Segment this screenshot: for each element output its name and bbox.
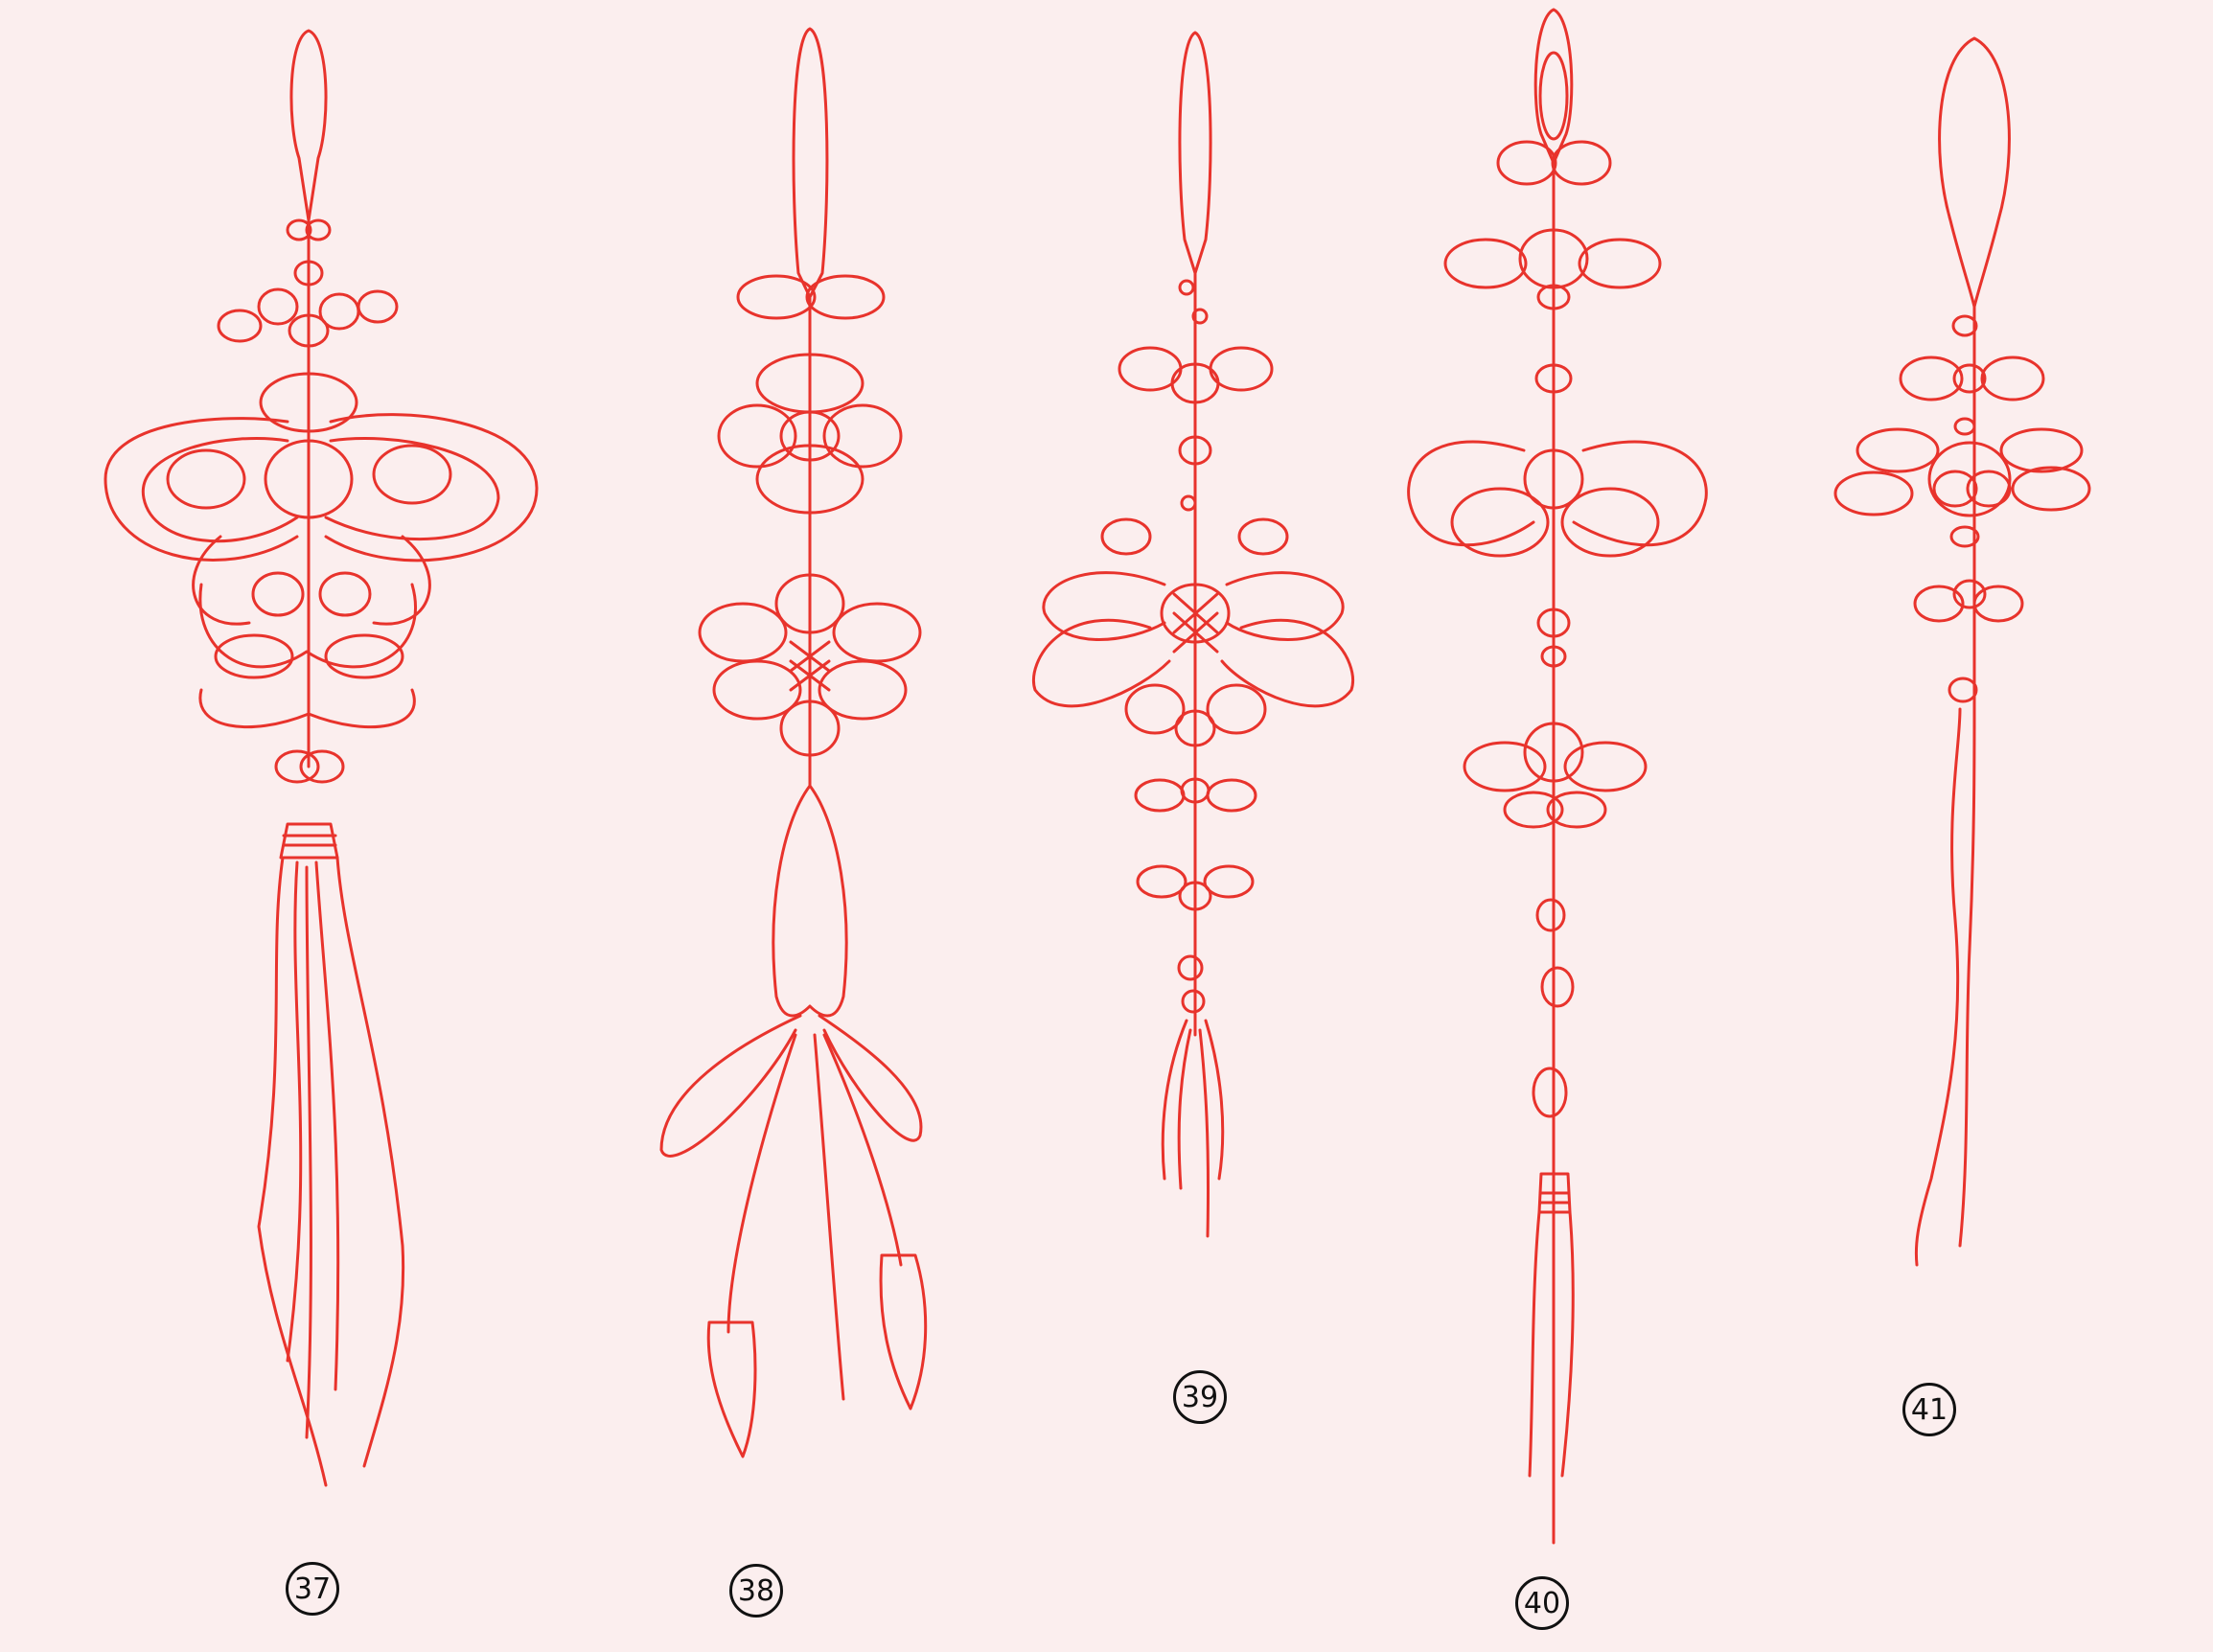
hanging-loop [289,29,328,222]
knot-sketch-39 [1032,31,1354,1238]
sketch-label-41: 41 [1902,1383,1956,1436]
butterfly-mystic-knot [1032,517,1354,747]
sketch-label-40: 40 [1515,1576,1569,1630]
pan-chang-knot [1833,427,2091,548]
hanging-loop [1938,36,2011,309]
flower-knot-upper [1118,346,1274,512]
long-loop [772,784,848,1018]
flower-knot-upper [1443,228,1662,394]
flower-knot-upper [1899,356,2045,436]
sketch-label-39: 39 [1173,1370,1227,1424]
knot-sketch-37 [104,29,539,1487]
hanging-loop [792,27,829,299]
tassel [257,822,405,1487]
flower-knot-lower [1913,579,2024,623]
flower-knot-lower [1463,722,1648,829]
hanging-loop [1178,31,1212,275]
bow-knot-top [1496,140,1612,186]
bead [1948,677,1978,703]
sketch-label-37: 37 [286,1562,339,1616]
tassel [1161,1019,1225,1238]
round-flower-knot [717,353,903,515]
knot-sketch-40 [1407,8,1708,1545]
beads [1532,898,1575,1118]
flower-knot-lower [1134,777,1257,911]
inner-loop [1538,51,1569,141]
sketch-label-38: 38 [729,1564,783,1618]
tassel-cap-knot [274,749,345,784]
tassel [1528,1172,1575,1478]
knot-sketch-41 [1833,36,2091,1267]
large-butterfly-knot [104,372,539,729]
mystic-knot [698,573,922,757]
small-knot [1951,314,1978,337]
bow-tails [659,1014,928,1458]
tail-cords [1914,707,1976,1267]
beads-upper [1178,279,1209,325]
knot-sketch-38 [659,27,928,1458]
small-knot-cluster [217,218,399,348]
bow-knot-top [736,274,886,320]
beads-lower [1177,954,1206,1014]
butterfly-knot-middle [1407,440,1708,668]
